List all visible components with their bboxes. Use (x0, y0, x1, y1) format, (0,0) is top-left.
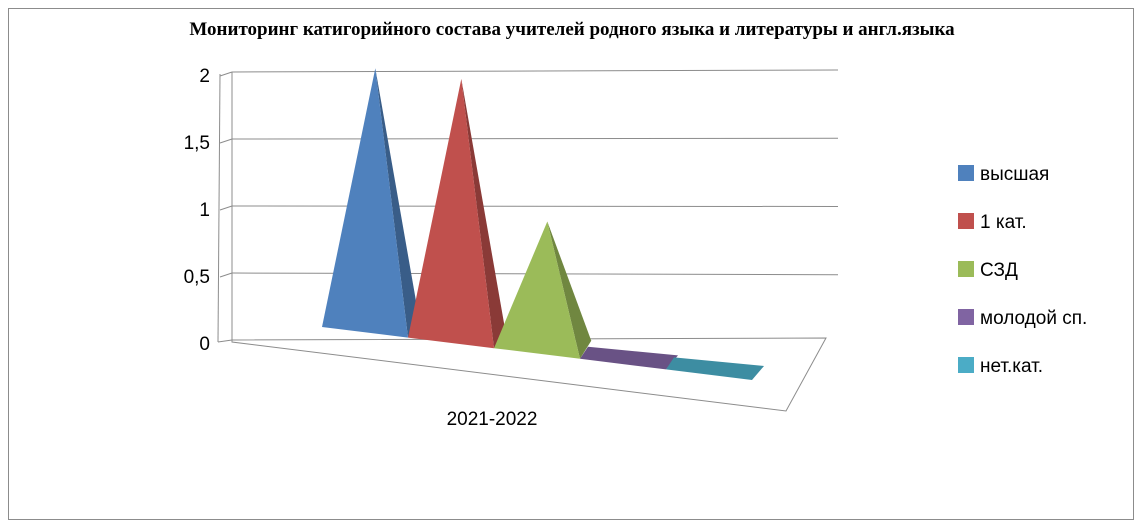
x-tick-label: 2021-2022 (447, 409, 538, 430)
y-tick-label: 1 (199, 200, 210, 221)
y-tick-label: 2 (199, 66, 210, 87)
side-wall-edge (217, 73, 221, 343)
gridline (231, 137, 839, 140)
chart-floor (231, 337, 827, 412)
legend-entry-5: нет.кат. (980, 356, 1043, 377)
y-tickmark (219, 205, 233, 211)
pyramid-side-1 (375, 68, 420, 338)
legend-entry-1: высшая (980, 164, 1049, 185)
y-tick-label: 0,5 (184, 267, 210, 288)
pyramid-1 (322, 68, 408, 338)
legend-entry-3: СЗД (980, 260, 1018, 281)
pyramid-flat-5 (666, 357, 764, 380)
chart-frame: Мониторинг катигорийного состава учителе… (8, 8, 1134, 520)
pyramid-side-3 (547, 221, 592, 359)
gridline (231, 205, 839, 207)
pyramid-2 (408, 78, 494, 349)
legend-entry-4: молодой сп. (980, 308, 1087, 329)
pyramid-3 (494, 221, 580, 359)
y-tick-label: 0 (199, 334, 210, 355)
gridline (231, 69, 839, 73)
pyramid-side-2 (461, 78, 506, 349)
y-tickmark (219, 71, 233, 77)
legend-swatch-2 (958, 213, 974, 229)
legend-swatch-3 (958, 261, 974, 277)
y-tickmark (219, 272, 233, 278)
legend-swatch-5 (958, 357, 974, 373)
pyramid-flat-4 (580, 346, 678, 370)
legend-swatch-1 (958, 165, 974, 181)
y-tickmark (217, 339, 233, 343)
y-tick-label: 1,5 (184, 133, 210, 154)
legend-entry-2: 1 кат. (980, 212, 1027, 233)
chart-title: Мониторинг катигорийного состава учителе… (189, 19, 955, 40)
y-tickmark (219, 138, 233, 144)
legend-swatch-4 (958, 309, 974, 325)
